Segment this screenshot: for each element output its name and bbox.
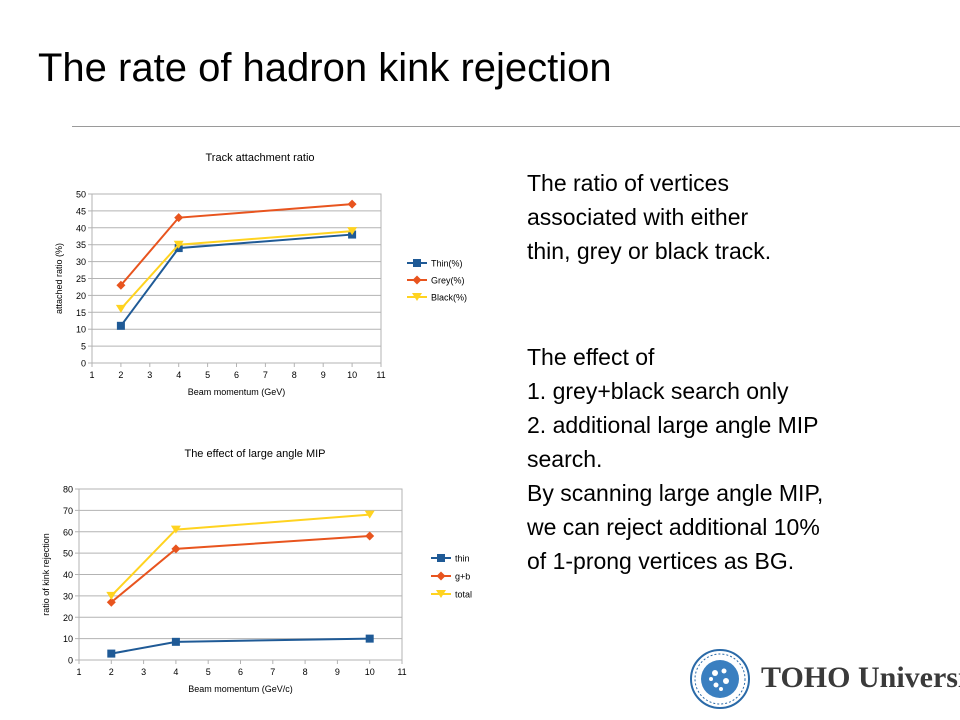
y-tick-label: 40: [63, 570, 73, 580]
university-seal-icon: [690, 649, 750, 709]
x-tick-label: 5: [206, 667, 211, 677]
data-point-Grey(%): [347, 199, 357, 209]
chart-title: Track attachment ratio: [205, 152, 314, 164]
y-tick-label: 45: [76, 206, 86, 216]
legend-label: total: [455, 590, 472, 600]
slide-title: The rate of hadron kink rejection: [38, 46, 612, 90]
y-axis-label: ratio of kink rejection: [41, 533, 51, 616]
y-tick-label: 0: [68, 656, 73, 666]
y-tick-label: 40: [76, 223, 86, 233]
x-tick-label: 7: [263, 370, 268, 380]
attachment-description: The ratio of vertices associated with ei…: [527, 166, 771, 268]
x-tick-label: 8: [292, 370, 297, 380]
text-line: we can reject additional 10%: [527, 514, 820, 540]
data-point-total: [170, 525, 181, 534]
text-line: associated with either: [527, 204, 749, 230]
x-tick-label: 8: [303, 667, 308, 677]
university-name: TOHO University: [761, 661, 960, 694]
x-tick-label: 10: [347, 370, 357, 380]
y-tick-label: 30: [76, 257, 86, 267]
legend-marker: [436, 571, 446, 581]
x-tick-label: 11: [376, 370, 385, 380]
text-line: The ratio of vertices: [527, 170, 729, 196]
x-axis-label: Beam momentum (GeV/c): [188, 684, 293, 694]
toho-university-logo: TOHO University: [688, 648, 960, 710]
legend-label: Thin(%): [431, 259, 463, 269]
legend-marker: [413, 259, 421, 267]
legend-label: Grey(%): [431, 276, 465, 286]
text-line: By scanning large angle MIP,: [527, 480, 824, 506]
x-tick-label: 4: [176, 370, 181, 380]
data-point-total: [364, 510, 375, 519]
x-tick-label: 9: [335, 667, 340, 677]
legend-label: Black(%): [431, 293, 467, 303]
y-tick-label: 20: [76, 291, 86, 301]
y-tick-label: 20: [63, 613, 73, 623]
text-line: 1. grey+black search only: [527, 378, 789, 404]
y-tick-label: 15: [76, 308, 86, 318]
data-point-Black(%): [347, 227, 358, 236]
data-point-g+b: [106, 597, 116, 607]
y-tick-label: 0: [81, 359, 86, 369]
data-point-g+b: [171, 544, 181, 554]
data-point-thin: [171, 637, 180, 646]
x-tick-label: 11: [397, 667, 406, 677]
data-point-Black(%): [115, 304, 126, 313]
y-tick-label: 50: [76, 190, 86, 200]
x-tick-label: 9: [321, 370, 326, 380]
chart-title: The effect of large angle MIP: [184, 448, 325, 460]
title-divider: [72, 126, 960, 127]
legend-marker: [412, 275, 422, 285]
x-tick-label: 3: [147, 370, 152, 380]
legend-marker: [436, 590, 446, 598]
text-line: search.: [527, 446, 603, 472]
text-line: thin, grey or black track.: [527, 238, 772, 264]
y-tick-label: 35: [76, 240, 86, 250]
data-point-g+b: [365, 531, 375, 541]
text-line: of 1-prong vertices as BG.: [527, 548, 795, 574]
x-tick-label: 6: [234, 370, 239, 380]
data-point-thin: [107, 649, 116, 658]
y-tick-label: 10: [63, 634, 73, 644]
text-line: 2. additional large angle MIP: [527, 412, 819, 438]
x-tick-label: 4: [173, 667, 178, 677]
y-tick-label: 50: [63, 549, 73, 559]
y-tick-label: 60: [63, 527, 73, 537]
x-tick-label: 10: [365, 667, 375, 677]
effect-description: The effect of 1. grey+black search only …: [527, 340, 823, 578]
x-tick-label: 5: [205, 370, 210, 380]
x-tick-label: 6: [238, 667, 243, 677]
data-point-total: [106, 591, 117, 600]
text-line: The effect of: [527, 344, 655, 370]
data-point-Grey(%): [174, 213, 184, 223]
x-tick-label: 3: [141, 667, 146, 677]
legend-marker: [437, 554, 445, 562]
y-axis-label: attached ratio (%): [54, 243, 64, 314]
x-tick-label: 1: [89, 370, 94, 380]
y-tick-label: 80: [63, 485, 73, 495]
legend-label: thin: [455, 554, 470, 564]
y-tick-label: 5: [81, 342, 86, 352]
data-point-Black(%): [173, 240, 184, 249]
data-point-thin: [365, 634, 374, 643]
x-tick-label: 2: [118, 370, 123, 380]
y-tick-label: 25: [76, 274, 86, 284]
data-point-Thin(%): [116, 321, 125, 330]
y-tick-label: 10: [76, 325, 86, 335]
x-tick-label: 7: [270, 667, 275, 677]
x-axis-label: Beam momentum (GeV): [188, 387, 286, 397]
chart-large-angle-mip: 0 10 20 30 40 50 60 70 80 1 2 3 4 5 6 7 8 9 10 11 The effect…: [41, 448, 472, 694]
y-tick-label: 30: [63, 591, 73, 601]
legend-marker: [412, 293, 422, 301]
x-tick-label: 2: [109, 667, 114, 677]
data-point-Grey(%): [116, 280, 126, 290]
y-tick-label: 70: [63, 506, 73, 516]
legend-label: g+b: [455, 572, 470, 582]
x-tick-label: 1: [76, 667, 81, 677]
